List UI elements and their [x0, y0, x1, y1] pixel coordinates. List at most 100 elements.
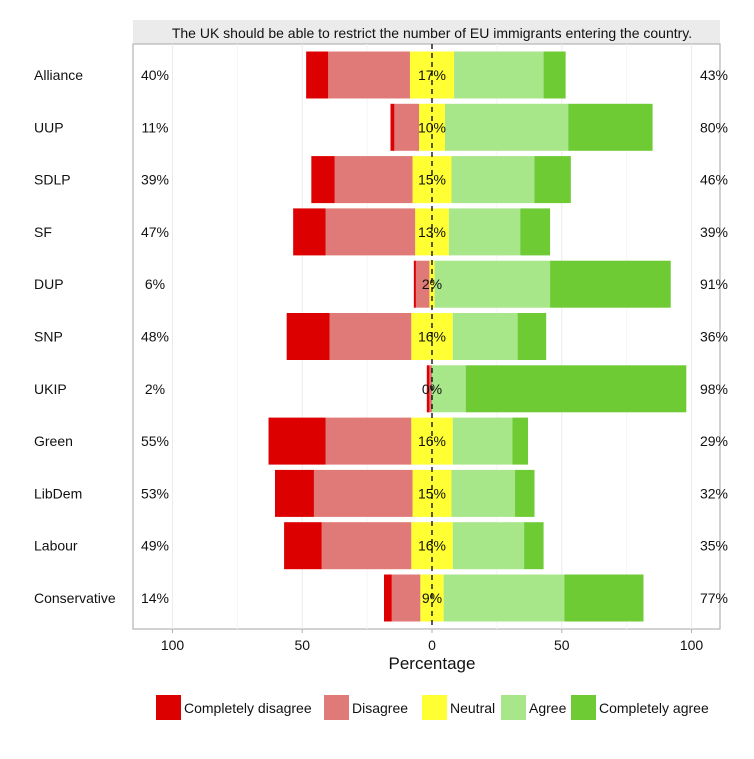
bar-completely-agree — [515, 469, 535, 517]
bar-completely-disagree — [390, 103, 395, 151]
bar-completely-agree — [524, 522, 544, 570]
bar-completely-agree — [564, 574, 644, 622]
neutral-label: 13% — [418, 224, 446, 240]
agree-total-label: 46% — [700, 172, 728, 188]
x-tick-labels: 100 50 0 50 100 — [161, 629, 703, 653]
x-axis-label: Percentage — [389, 654, 476, 673]
agree-total-label: 43% — [700, 67, 728, 83]
category-label: UUP — [34, 119, 64, 135]
legend: Completely disagree Disagree Neutral Agree C… — [156, 695, 709, 720]
bar-disagree — [334, 156, 413, 204]
disagree-total-label: 48% — [141, 329, 169, 345]
bar-agree — [443, 574, 565, 622]
bar-completely-disagree — [311, 156, 335, 204]
agree-total-label: 29% — [700, 433, 728, 449]
bar-neutral — [432, 574, 444, 622]
bar-disagree — [325, 417, 412, 465]
bar-completely-agree — [465, 365, 687, 413]
category-label: UKIP — [34, 381, 67, 397]
legend-swatch — [324, 695, 349, 720]
bar-neutral — [411, 313, 432, 360]
bar-neutral — [429, 260, 432, 308]
bar-disagree — [328, 51, 410, 99]
legend-label: Neutral — [450, 700, 495, 716]
bar-disagree — [429, 365, 432, 413]
bar-agree — [452, 417, 513, 465]
bar-neutral — [432, 51, 455, 99]
bar-agree — [434, 260, 551, 308]
legend-swatch — [156, 695, 181, 720]
category-label: Labour — [34, 538, 78, 554]
bar-agree — [451, 156, 535, 204]
bar-completely-agree — [517, 313, 547, 360]
bar-disagree — [313, 469, 413, 517]
bar-neutral — [412, 469, 432, 517]
agree-total-label: 35% — [700, 538, 728, 554]
category-label: DUP — [34, 276, 64, 292]
bar-neutral — [432, 469, 452, 517]
disagree-total-label: 6% — [145, 276, 165, 292]
bar-neutral — [411, 417, 432, 465]
x-tick-label: 0 — [428, 637, 436, 653]
category-label: LibDem — [34, 485, 82, 501]
legend-label: Completely agree — [599, 700, 709, 716]
bar-neutral — [419, 103, 432, 151]
disagree-total-label: 47% — [141, 224, 169, 240]
bar-completely-disagree — [275, 469, 314, 517]
category-label: SDLP — [34, 172, 71, 188]
legend-swatch — [571, 695, 596, 720]
bar-completely-disagree — [383, 574, 392, 622]
bar-completely-disagree — [284, 522, 322, 570]
bar-agree — [451, 469, 516, 517]
disagree-total-label: 55% — [141, 433, 169, 449]
bar-disagree — [394, 103, 420, 151]
legend-label: Disagree — [352, 700, 408, 716]
bar-neutral — [432, 522, 453, 570]
category-label: Alliance — [34, 67, 83, 83]
bar-completely-agree — [550, 260, 671, 308]
agree-total-label: 91% — [700, 276, 728, 292]
bar-completely-agree — [534, 156, 571, 204]
bar-completely-disagree — [293, 208, 326, 256]
bar-completely-agree — [512, 417, 529, 465]
bar-completely-disagree — [306, 51, 329, 99]
bar-agree — [452, 313, 518, 360]
agree-total-label: 39% — [700, 224, 728, 240]
bar-completely-agree — [543, 51, 566, 99]
bar-agree — [452, 522, 525, 570]
disagree-total-label: 39% — [141, 172, 169, 188]
bar-completely-disagree — [268, 417, 326, 465]
bar-disagree — [325, 208, 416, 256]
bar-disagree — [415, 260, 430, 308]
bar-neutral — [432, 313, 453, 360]
disagree-total-label: 11% — [142, 119, 169, 135]
category-label: SF — [34, 224, 52, 240]
x-tick-label: 50 — [554, 637, 570, 653]
disagree-total-label: 40% — [141, 67, 169, 83]
bar-neutral — [432, 208, 449, 256]
title-strip — [133, 20, 720, 44]
agree-total-label: 98% — [700, 381, 728, 397]
legend-label: Completely disagree — [184, 700, 312, 716]
bar-neutral — [432, 417, 453, 465]
legend-swatch — [501, 695, 526, 720]
bar-disagree — [391, 574, 421, 622]
bar-neutral — [409, 51, 432, 99]
bar-agree — [454, 51, 544, 99]
bar-disagree — [321, 522, 412, 570]
bar-completely-agree — [520, 208, 551, 256]
agree-total-label: 32% — [700, 485, 728, 501]
legend-label: Agree — [529, 700, 567, 716]
bar-agree — [448, 208, 521, 256]
category-label: Conservative — [34, 590, 116, 606]
bar-neutral — [411, 522, 432, 570]
bar-neutral — [432, 260, 435, 308]
chart-title: The UK should be able to restrict the nu… — [172, 25, 692, 41]
bar-neutral — [412, 156, 432, 204]
agree-total-label: 36% — [700, 329, 728, 345]
legend-swatch — [422, 695, 447, 720]
disagree-total-label: 2% — [145, 381, 165, 397]
bar-completely-disagree — [413, 260, 416, 308]
disagree-total-label: 49% — [141, 538, 169, 554]
